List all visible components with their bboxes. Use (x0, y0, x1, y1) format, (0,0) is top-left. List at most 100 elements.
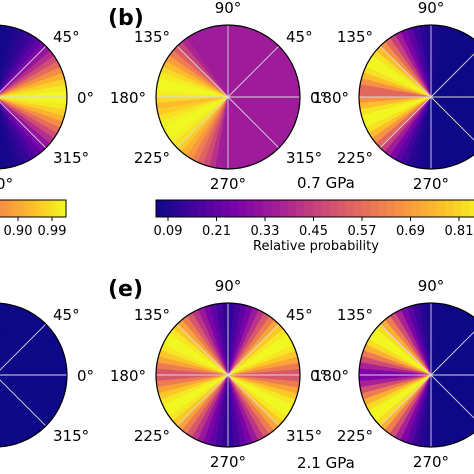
colorbar-segment (6, 200, 9, 217)
colorbar-segment (21, 200, 25, 217)
polar-sector (430, 367, 474, 376)
colorbar-segment (40, 200, 43, 217)
colorbar-tick-label: 0.69 (396, 224, 425, 239)
angle-tick-label: 270° (0, 175, 13, 193)
colorbar-frame (155, 199, 474, 218)
colorbar-frame (0, 199, 67, 218)
colorbar-segment (11, 200, 14, 217)
angle-tick-label: 180° (110, 89, 146, 107)
pressure-label-top: 0.7 GPa (297, 174, 355, 192)
angle-tick-label: 135° (337, 306, 373, 324)
colorbar-segment (246, 200, 256, 217)
colorbar-segment (164, 200, 174, 217)
colorbar-segment (49, 200, 52, 217)
polar-sector (430, 96, 474, 123)
angle-tick-label: 135° (337, 28, 373, 46)
angle-tick-label: 45° (53, 306, 80, 324)
colorbar-segment (26, 200, 30, 217)
angle-tick-label: 45° (286, 306, 313, 324)
polar-panel-6: 90° 135° 180° 225° 270° (313, 277, 474, 471)
colorbar-segment (59, 200, 62, 217)
angle-tick-label: 180° (313, 367, 349, 385)
polar-sector (430, 96, 474, 105)
polar-sector (430, 89, 474, 98)
colorbar-segment (0, 200, 2, 217)
polar-sector (430, 374, 474, 427)
colorbar-segment (329, 200, 339, 217)
angle-tick-label: 0° (310, 367, 327, 385)
colorbar-segment (38, 200, 42, 217)
polar-outline (155, 24, 301, 170)
angle-tick-label: 315° (286, 149, 322, 167)
colorbar-segment (25, 200, 28, 217)
panel-letter-b: (b) (108, 6, 144, 31)
angle-tick-label: 180° (313, 89, 349, 107)
grid-spoke (430, 53, 474, 98)
polar-outline (155, 302, 301, 448)
colorbar-segment (4, 200, 8, 217)
grid-spoke (227, 96, 280, 149)
colorbar-segment (55, 200, 59, 217)
colorbar-segment (461, 200, 471, 217)
colorbar-segment (387, 200, 396, 217)
angle-tick-label: 90° (215, 0, 242, 17)
angle-tick-label: 90° (418, 0, 445, 17)
colorbar-segment (23, 200, 26, 217)
colorbar-segment (35, 200, 38, 217)
colorbar-segment (403, 200, 413, 217)
colorbar-segment (43, 200, 47, 217)
colorbar-segment (296, 200, 306, 217)
angle-tick-label: 315° (286, 427, 322, 445)
grid-spoke (227, 323, 280, 376)
grid-spoke (0, 45, 47, 93)
colorbar-segment (13, 200, 16, 217)
angle-tick-label: 45° (286, 28, 313, 46)
polar-panel-1: 90° 45° 0° 315° 270° 225° 180° 135° (110, 0, 327, 193)
colorbar-segment (20, 200, 23, 217)
polar-sector (430, 96, 474, 109)
polar-outline (358, 302, 474, 448)
colorbar-segment (47, 200, 50, 217)
grid-spoke (176, 323, 229, 376)
angle-tick-label: 0° (310, 89, 327, 107)
angle-tick-label: 225° (337, 149, 373, 167)
colorbar-segment (172, 200, 182, 217)
grid-spoke (379, 374, 432, 427)
colorbar-tick-label: 0.90 (4, 224, 33, 239)
polar-panel-0: 45° 0° 315° 270° (0, 24, 94, 193)
angle-tick-label: 315° (53, 427, 89, 445)
angle-tick-label: 225° (134, 149, 170, 167)
colorbar-segment (37, 200, 40, 217)
angle-tick-label: 225° (134, 427, 170, 445)
angle-tick-label: 270° (210, 175, 246, 193)
colorbar-segment (42, 200, 45, 217)
angle-tick-label: 135° (134, 28, 170, 46)
angle-tick-label: 0° (77, 367, 94, 385)
polar-panel-4: 45° 0° 315° (0, 302, 94, 448)
angle-tick-label: 180° (110, 367, 146, 385)
grid-spoke (227, 374, 280, 427)
colorbar-segment (15, 200, 18, 217)
grid-spoke (430, 331, 474, 376)
polar-outline (0, 24, 68, 170)
grid-spoke (430, 374, 474, 419)
angle-tick-label: 270° (210, 453, 246, 471)
colorbar-segment (1, 200, 4, 217)
colorbar-segment (337, 200, 347, 217)
angle-tick-label: 0° (77, 89, 94, 107)
polar-panel-5: 90° 45° 0° 315° 270° 225° 180° 135° (110, 277, 327, 471)
angle-tick-label: 270° (413, 175, 449, 193)
colorbar-segment (28, 200, 31, 217)
colorbar-segment (395, 200, 405, 217)
grid-spoke (379, 323, 432, 376)
colorbar-segment (156, 200, 165, 217)
colorbar-tick-label: 0.21 (202, 224, 231, 239)
colorbar-segment (420, 200, 429, 217)
colorbar-segment (271, 200, 281, 217)
colorbar-segment (45, 200, 48, 217)
colorbar-main: 0.090.210.330.450.570.690.810.9 (154, 199, 474, 239)
grid-spoke (176, 45, 229, 98)
grid-spoke (176, 374, 229, 427)
